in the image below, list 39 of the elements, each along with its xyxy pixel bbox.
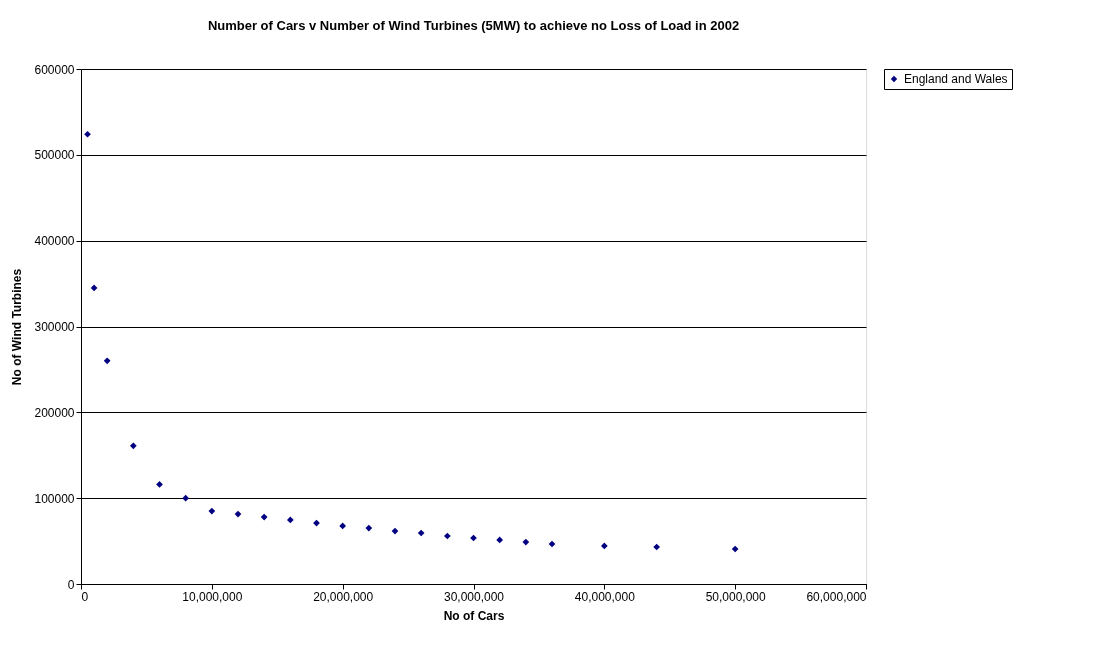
point bbox=[156, 481, 163, 488]
point bbox=[234, 510, 242, 518]
point bbox=[417, 529, 425, 537]
legend-label: England and Wales bbox=[904, 72, 1008, 86]
point bbox=[653, 543, 661, 551]
point bbox=[496, 536, 504, 544]
y-tick-label: 0 bbox=[67, 577, 75, 592]
chart-title: Number of Cars v Number of Wind Turbines (5MW) to achieve no Loss of Load in 2002 bbox=[207, 18, 740, 33]
y-tick-label: 300000 bbox=[34, 320, 75, 334]
x-tick-label: 0 bbox=[81, 589, 89, 604]
point bbox=[365, 524, 373, 532]
y-tick-label: 600000 bbox=[34, 62, 75, 77]
x-tick-label: 30,000,000 bbox=[443, 589, 505, 604]
y-tick-label: 400000 bbox=[34, 234, 75, 249]
x-tick-label: 20,000,000 bbox=[313, 589, 374, 604]
x-tick-label: 40,000,000 bbox=[574, 589, 636, 604]
y-axis-title: No of Wind Turbines bbox=[10, 268, 25, 386]
point bbox=[731, 545, 739, 553]
x-tick-label: 10,000,000 bbox=[182, 589, 243, 604]
point bbox=[182, 494, 190, 502]
point bbox=[84, 130, 91, 138]
point bbox=[339, 522, 347, 530]
point bbox=[90, 284, 98, 292]
point bbox=[103, 357, 111, 365]
y-tick-label: 100000 bbox=[34, 491, 75, 506]
point bbox=[548, 540, 556, 548]
x-tick-label: 50,000,000 bbox=[705, 589, 767, 604]
point bbox=[286, 516, 294, 524]
x-tick-label: 60,000,000 bbox=[806, 589, 867, 604]
point bbox=[600, 542, 608, 550]
point bbox=[522, 538, 530, 546]
point bbox=[129, 442, 137, 450]
y-tick-label: 200000 bbox=[34, 405, 75, 420]
y-tick-label: 500000 bbox=[34, 148, 75, 163]
x-axis-title: No of Cars bbox=[443, 608, 505, 623]
point bbox=[208, 507, 216, 515]
point bbox=[260, 513, 268, 521]
point bbox=[391, 527, 399, 535]
point bbox=[443, 532, 451, 540]
